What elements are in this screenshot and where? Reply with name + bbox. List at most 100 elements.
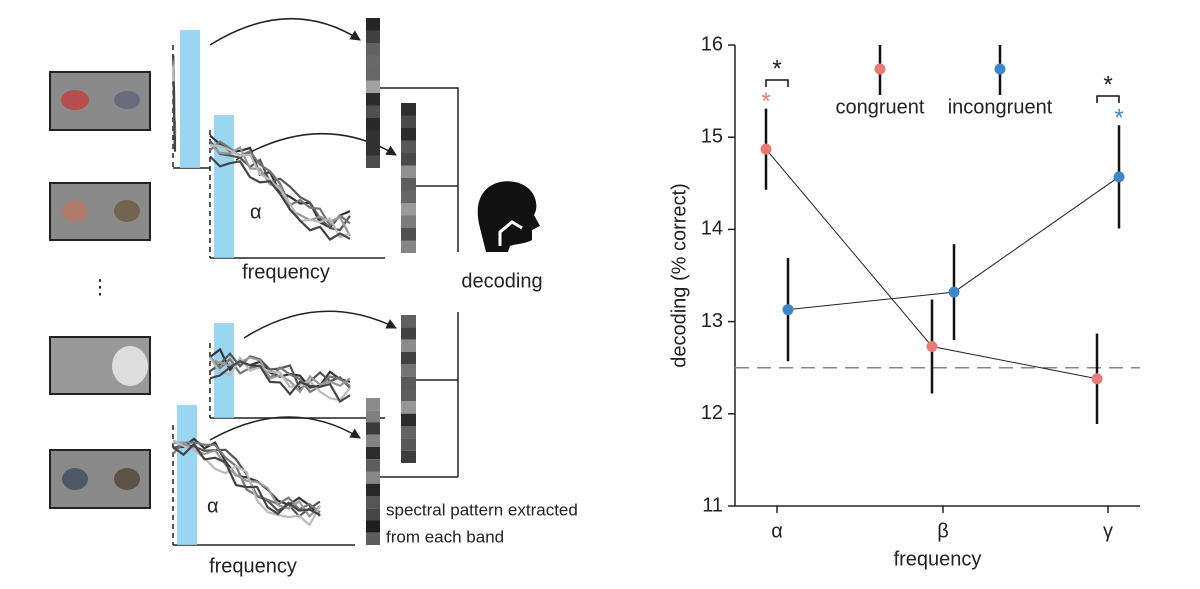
pattern-cell — [366, 459, 380, 472]
y-tick-label: 11 — [702, 494, 723, 516]
pattern-cell — [401, 339, 416, 352]
decoding-label: decoding — [461, 270, 542, 292]
pattern-cell — [366, 55, 380, 68]
legend-label: incongruent — [948, 96, 1053, 118]
pattern-cell — [366, 471, 380, 484]
significance-star: * — [772, 55, 781, 82]
pattern-cell — [366, 105, 380, 118]
pattern-cell — [401, 401, 416, 414]
pattern-cell — [401, 103, 416, 116]
spectrum-line — [172, 80, 177, 152]
pattern-cell — [401, 128, 416, 141]
head-icon — [477, 181, 540, 252]
pattern-cell — [366, 80, 380, 93]
note: from each band — [386, 527, 504, 546]
arrow — [243, 310, 397, 339]
pattern-cell — [366, 422, 380, 435]
pattern-cell — [401, 165, 416, 178]
pattern-cell — [366, 496, 380, 509]
band-label: α — [250, 201, 262, 223]
note: spectral pattern extracted — [386, 500, 578, 519]
pattern-cell — [401, 228, 416, 241]
pattern-cell — [366, 143, 380, 156]
diagram: ⋮ decoding α α frequency frequency spect… — [49, 17, 578, 577]
stimulus-blob — [112, 346, 148, 386]
pattern-cell — [401, 352, 416, 365]
band-label: α — [207, 495, 219, 517]
pattern-cell — [366, 68, 380, 81]
spectrum-line — [172, 441, 321, 519]
significance-bracket — [1096, 95, 1120, 103]
pattern-cell — [401, 426, 416, 439]
pattern-cell — [366, 18, 380, 31]
x-tick-label: γ — [1103, 520, 1113, 542]
pattern-cell — [401, 153, 416, 166]
spectrum-line — [172, 441, 321, 514]
ellipsis: ⋮ — [90, 276, 110, 298]
band-highlight — [214, 115, 234, 258]
x-tick-label: β — [937, 520, 949, 542]
stimulus-blob — [114, 468, 140, 490]
legend-marker — [874, 63, 886, 75]
pattern-cell — [401, 215, 416, 228]
x-axis-label: frequency — [894, 548, 982, 570]
stimulus-blob — [114, 91, 140, 109]
pattern-cell — [366, 508, 380, 521]
point — [782, 304, 794, 316]
spectrum-line — [209, 140, 351, 232]
pattern-cell — [366, 155, 380, 168]
pattern-cell — [401, 450, 416, 463]
legend-label: congruent — [836, 96, 925, 118]
axis-label: frequency — [242, 261, 330, 283]
pattern-cell — [401, 178, 416, 191]
pattern-cell — [366, 30, 380, 43]
pattern-cell — [401, 240, 416, 253]
significance-bracket — [765, 79, 789, 87]
y-tick-label: 13 — [701, 310, 723, 332]
x-tick-label: α — [771, 520, 783, 542]
pattern-cell — [401, 438, 416, 451]
spectrum-line — [209, 144, 351, 239]
significance-star: * — [1103, 71, 1112, 98]
pattern-cell — [366, 434, 380, 447]
connector — [380, 87, 459, 478]
pattern-cell — [366, 410, 380, 423]
band-highlight — [214, 323, 234, 418]
stimulus-blob — [61, 90, 89, 110]
band-highlight — [177, 405, 197, 545]
pattern-cell — [401, 327, 416, 340]
pattern-cell — [401, 315, 416, 328]
point — [1113, 171, 1125, 183]
pattern-cell — [401, 190, 416, 203]
spectrum-line — [209, 155, 351, 241]
brackets — [209, 17, 459, 478]
pattern-cell — [366, 398, 380, 411]
arrow — [209, 17, 361, 46]
spectrum-line — [209, 359, 351, 404]
significance-star: * — [761, 88, 770, 115]
stimulus-blob — [62, 468, 88, 490]
point — [760, 143, 772, 155]
y-axis-label: decoding (% correct) — [668, 183, 690, 368]
pattern-cell — [366, 520, 380, 533]
pattern-cell — [401, 203, 416, 216]
pattern-cell — [401, 115, 416, 128]
stimulus-blob — [114, 200, 140, 222]
spectrum-line — [172, 439, 321, 527]
point — [948, 286, 960, 298]
pattern-cell — [401, 413, 416, 426]
significance-star: * — [1114, 105, 1123, 132]
pattern-cell — [366, 118, 380, 131]
arrow — [209, 416, 361, 441]
pattern-cell — [401, 376, 416, 389]
pattern-cell — [366, 447, 380, 460]
spectrum-line — [172, 442, 321, 516]
pattern-cell — [366, 483, 380, 496]
point — [926, 340, 938, 352]
band-highlight — [180, 30, 200, 168]
pattern-cell — [401, 389, 416, 402]
pattern-cell — [366, 532, 380, 545]
y-tick-label: 14 — [701, 218, 723, 240]
y-tick-label: 16 — [701, 33, 723, 55]
